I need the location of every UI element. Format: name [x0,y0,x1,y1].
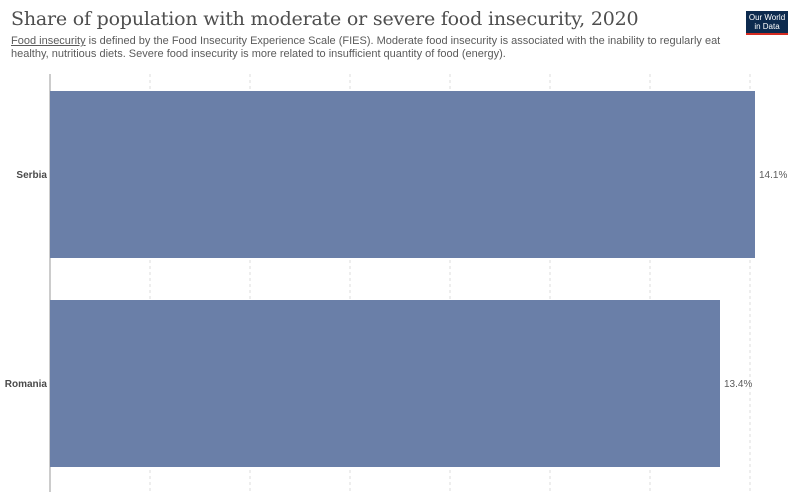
chart-title: Share of population with moderate or sev… [11,8,639,30]
subtitle-text: is defined by the Food Insecurity Experi… [11,35,721,60]
bar-serbia[interactable] [50,91,755,258]
logo-line-1: Our World [748,13,786,22]
owid-logo[interactable]: Our World in Data [746,11,788,35]
chart-subtitle: Food insecurity is defined by the Food I… [11,35,731,61]
value-label-romania: 13.4% [724,379,752,390]
category-label-serbia: Serbia [16,170,47,181]
category-label-romania: Romania [5,379,48,390]
food-insecurity-link[interactable]: Food insecurity [11,35,86,47]
value-label-serbia: 14.1% [759,170,787,181]
logo-line-2: in Data [754,22,780,31]
bar-romania[interactable] [50,300,720,467]
